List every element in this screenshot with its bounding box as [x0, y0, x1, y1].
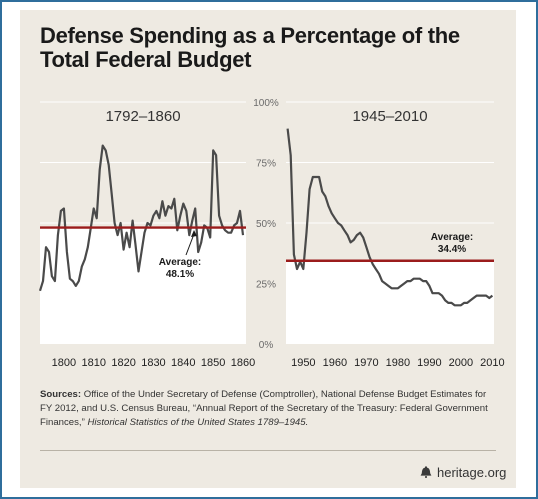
series-line — [38, 144, 245, 292]
below-average-shade — [286, 260, 494, 344]
x-tick-label: 1810 — [81, 357, 105, 369]
series-line — [286, 128, 494, 307]
y-tick-label: 75% — [256, 159, 276, 170]
average-value: 34.4% — [438, 244, 466, 255]
x-tick-label: 1850 — [201, 357, 225, 369]
average-pointer-arrowhead — [191, 230, 197, 237]
average-pointer — [185, 233, 195, 256]
x-tick-label: 1980 — [386, 357, 410, 369]
x-tick-label: 1820 — [111, 357, 135, 369]
average-label: Average: — [431, 232, 473, 243]
x-tick-label: 1950 — [291, 357, 315, 369]
average-value: 48.1% — [166, 269, 194, 280]
average-label: Average: — [159, 257, 201, 268]
y-tick-label: 100% — [253, 98, 279, 109]
x-tick-label: 1830 — [141, 357, 165, 369]
sources-label: Sources: — [40, 389, 82, 400]
y-tick-label: 50% — [256, 219, 276, 230]
panel-title: 1792–1860 — [105, 108, 180, 125]
chart-title: Defense Spending as a Percentage of the … — [40, 23, 460, 72]
sources-italic: Historical Statistics of the United Stat… — [87, 417, 309, 428]
sources-text: Office of the Under Secretary of Defense… — [40, 389, 488, 428]
panel-title: 1945–2010 — [352, 108, 427, 125]
footer-divider — [40, 450, 496, 451]
x-tick-label: 1860 — [231, 357, 255, 369]
x-tick-label: 1960 — [323, 357, 347, 369]
footer-brand[interactable]: heritage.org — [420, 465, 506, 480]
x-tick-label: 1970 — [354, 357, 378, 369]
liberty-bell-icon — [420, 466, 432, 478]
x-tick-label: 2000 — [449, 357, 473, 369]
x-tick-label: 1990 — [417, 357, 441, 369]
x-tick-label: 2010 — [480, 357, 504, 369]
y-tick-label: 25% — [256, 280, 276, 291]
footer-brand-text: heritage.org — [437, 465, 507, 480]
y-tick-label: 0% — [259, 340, 274, 351]
sources-note: Sources: Office of the Under Secretary o… — [40, 388, 490, 430]
x-tick-label: 1800 — [52, 357, 76, 369]
x-tick-label: 1840 — [171, 357, 195, 369]
